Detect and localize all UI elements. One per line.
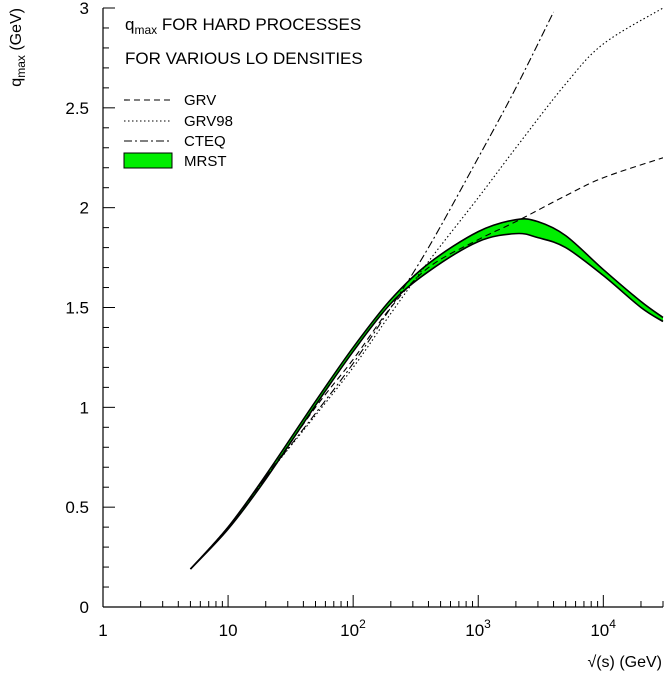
y-tick-label: 0.5 [65, 498, 89, 517]
legend-label-cteq: CTEQ [184, 133, 226, 150]
chart-annotation-line1: qmax FOR HARD PROCESSES [125, 15, 361, 37]
x-tick-label: 10 [219, 621, 238, 640]
y-axis-title: qmax (GeV) [8, 8, 28, 87]
y-tick-label: 3 [80, 0, 89, 18]
mrst-band [189, 218, 664, 570]
series-lines [190, 8, 663, 570]
x-axis-ticks: 1 10 102 103 104 [98, 595, 664, 640]
x-tick-label: 103 [465, 617, 491, 640]
legend-label-grv98: GRV98 [184, 113, 233, 130]
legend-label-mrst: MRST [184, 153, 227, 170]
series-line-grv [190, 157, 663, 570]
y-tick-label: 2.5 [65, 99, 89, 118]
chart-annotation-line2: FOR VARIOUS LO DENSITIES [125, 49, 363, 68]
y-tick-label: 1 [80, 398, 89, 417]
x-tick-label: 104 [590, 617, 616, 640]
legend-swatch-mrst [123, 152, 173, 169]
y-tick-label: 0 [80, 598, 89, 617]
legend-label-grv: GRV [184, 92, 216, 109]
legend: GRV GRV98 CTEQ MRST [123, 92, 233, 170]
mrst-band-upper-edge [189, 218, 664, 570]
mrst-band-fill [190, 218, 663, 570]
y-axis-ticks: 0 0.5 1 1.5 2 2.5 3 [65, 0, 115, 617]
y-tick-label: 2 [80, 199, 89, 218]
x-tick-label: 1 [98, 621, 107, 640]
x-tick-label: 102 [340, 617, 366, 640]
y-tick-label: 1.5 [65, 299, 89, 318]
series-line-grv98 [190, 8, 663, 570]
x-axis-title: √(s) (GeV) [587, 654, 662, 671]
series-line-cteq [190, 11, 555, 570]
mrst-band-lower-edge [189, 232, 664, 570]
